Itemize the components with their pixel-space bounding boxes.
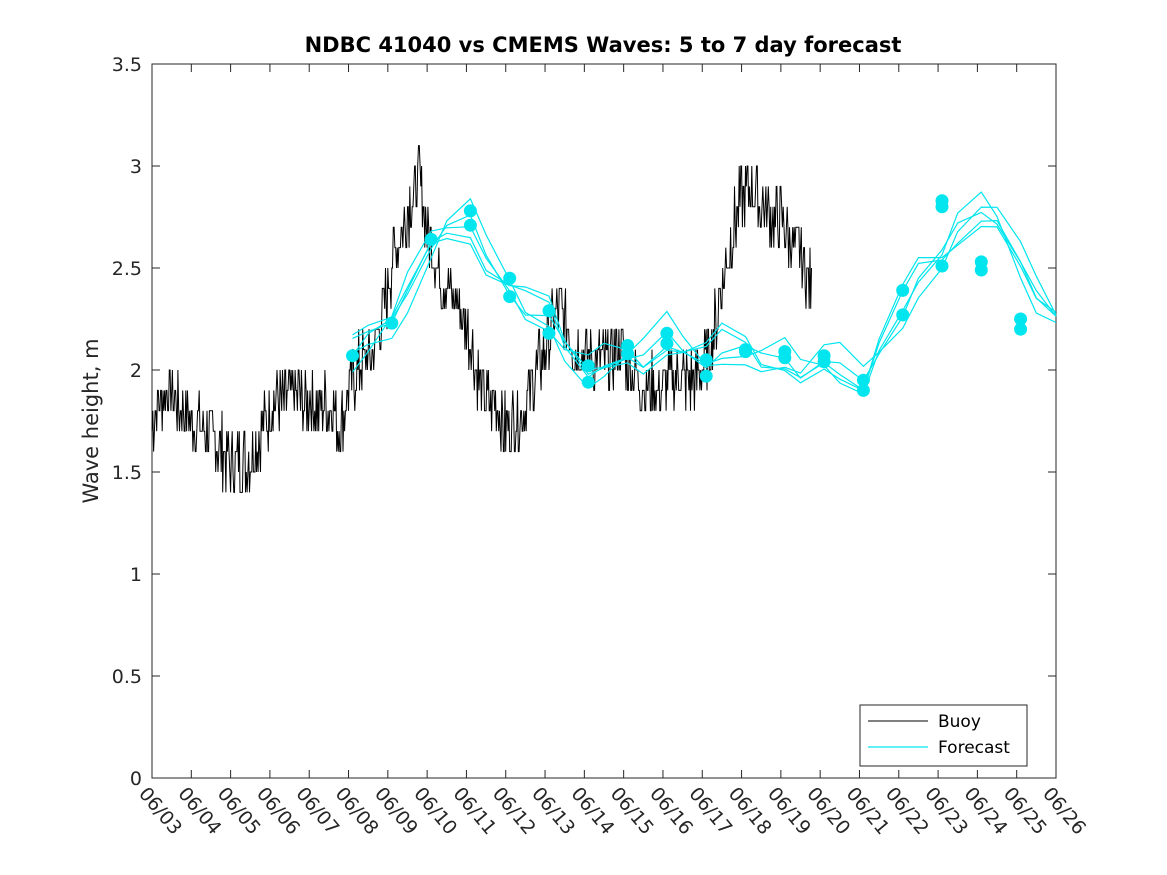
x-tick-label: 06/05: [213, 783, 265, 839]
x-tick-label: 06/10: [409, 783, 461, 839]
forecast-marker: [935, 194, 949, 208]
x-tick-label: 06/11: [449, 783, 501, 839]
x-tick-label: 06/19: [763, 783, 815, 839]
forecast-marker: [660, 337, 674, 350]
y-tick-label: 2: [130, 360, 142, 382]
x-tick-label: 06/09: [370, 783, 422, 839]
x-tick-label: 06/26: [1038, 783, 1090, 839]
forecast-marker: [581, 359, 595, 373]
forecast-marker: [974, 263, 988, 277]
forecast-marker: [503, 290, 517, 304]
y-tick-label: 0: [130, 768, 142, 790]
forecast-marker: [935, 259, 949, 273]
forecast-marker: [739, 345, 752, 359]
x-tick-label: 06/17: [684, 783, 736, 839]
buoy-series-line: [151, 145, 812, 493]
chart-title: NDBC 41040 vs CMEMS Waves: 5 to 7 day fo…: [305, 33, 902, 57]
forecast-marker: [581, 375, 595, 389]
x-tick-label: 06/14: [567, 783, 619, 839]
plot-area: [151, 63, 1057, 779]
forecast-marker: [503, 271, 517, 285]
x-tick-label: 06/22: [881, 783, 933, 839]
x-tick-label: 06/12: [488, 783, 540, 839]
forecast-marker: [346, 349, 359, 363]
forecast-marker: [1014, 322, 1028, 336]
forecast-marker: [1014, 312, 1028, 326]
forecast-marker: [385, 316, 399, 330]
y-tick-label: 3.5: [112, 54, 142, 76]
x-tick-label: 06/04: [173, 783, 225, 839]
forecast-marker: [699, 353, 713, 367]
forecast-marker: [660, 326, 674, 340]
x-tick-label: 06/24: [960, 783, 1012, 839]
x-tick-label: 06/21: [842, 783, 894, 839]
y-tick-label: 1: [130, 564, 142, 586]
x-tick-label: 06/13: [527, 783, 579, 839]
forecast-marker: [542, 304, 556, 318]
y-tick-label: 1.5: [112, 462, 142, 484]
x-tick-label: 06/18: [724, 783, 776, 839]
forecast-series-line: [352, 225, 1057, 392]
forecast-marker: [463, 218, 477, 232]
y-tick-label: 0.5: [112, 666, 142, 688]
legend-forecast-label: Forecast: [938, 738, 1010, 758]
forecast-marker: [856, 373, 870, 387]
y-tick-label: 2.5: [112, 258, 142, 280]
x-tick-label: 06/23: [920, 783, 972, 839]
x-tick-label: 06/08: [331, 783, 383, 839]
forecast-marker: [817, 355, 831, 369]
forecast-marker: [896, 308, 910, 322]
x-tick-label: 06/20: [802, 783, 854, 839]
forecast-marker: [778, 351, 792, 365]
y-tick-label: 3: [130, 156, 142, 178]
y-axis-ticks: 0 0.5 1 1.5 2 2.5 3 3.5: [112, 54, 1056, 790]
legend-box: [859, 704, 1028, 767]
x-tick-label: 06/25: [999, 783, 1051, 839]
forecast-marker: [699, 369, 713, 383]
legend: Buoy Forecast: [859, 704, 1028, 767]
x-tick-label: 06/07: [291, 783, 343, 839]
forecast-marker: [896, 283, 910, 297]
x-tick-label: 06/15: [606, 783, 658, 839]
forecast-marker: [463, 204, 477, 218]
x-tick-label: 06/03: [134, 783, 186, 839]
forecast-marker: [424, 232, 438, 246]
forecast-marker: [542, 326, 556, 340]
x-tick-label: 06/06: [252, 783, 304, 839]
x-tick-label: 06/16: [645, 783, 697, 839]
y-axis-label: Wave height, m: [79, 338, 103, 503]
forecast-marker: [621, 347, 635, 361]
plot-frame: [151, 63, 1057, 779]
forecast-marker: [856, 383, 870, 397]
legend-buoy-label: Buoy: [938, 712, 981, 732]
